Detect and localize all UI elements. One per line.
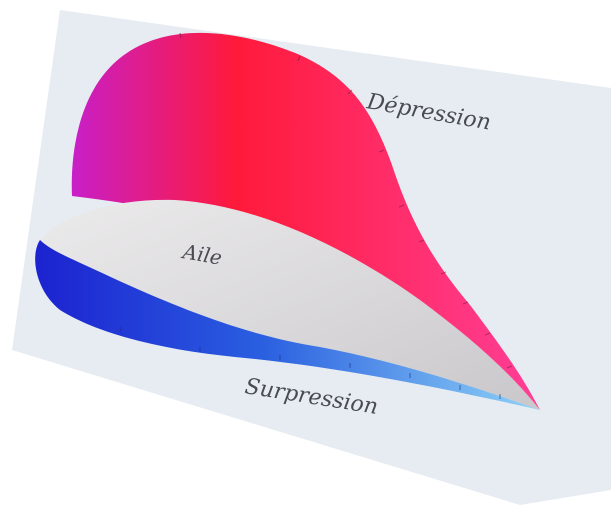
depression-tick-marks (179, 32, 513, 369)
overpressure-region (35, 240, 541, 410)
overpressure-tick-marks (119, 326, 501, 399)
wing-airfoil (40, 199, 540, 410)
